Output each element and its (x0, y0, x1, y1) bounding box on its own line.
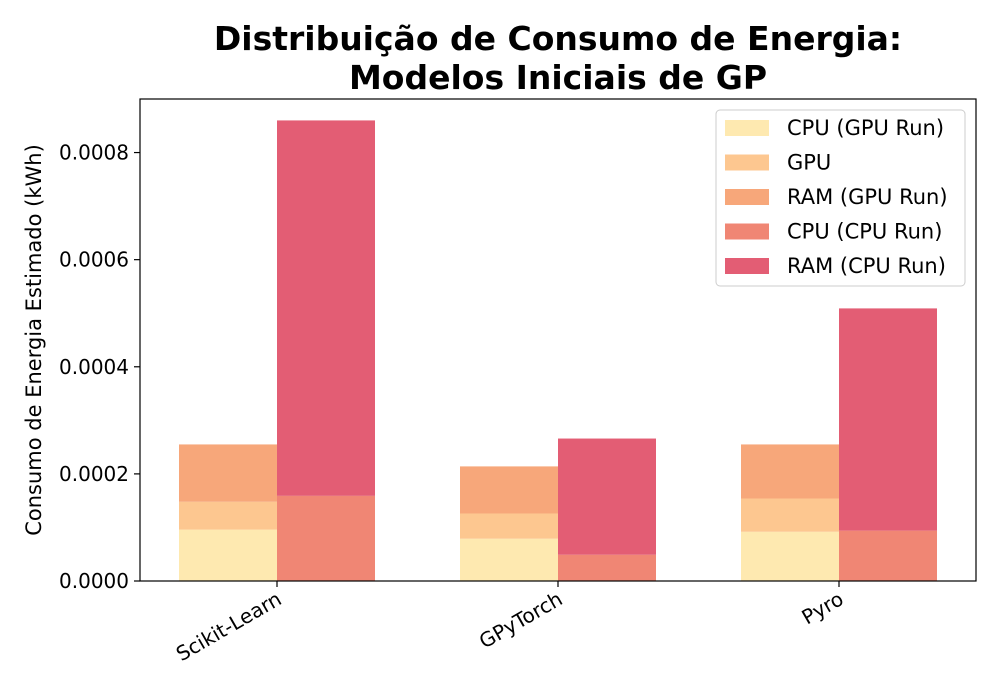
legend-frame (715, 109, 966, 287)
x-tick-label: Scikit-Learn (172, 587, 286, 666)
bar-ram-cpu-run-gpytorch (558, 438, 656, 555)
legend-label: RAM (CPU Run) (787, 254, 946, 278)
legend: CPU (GPU Run) GPU RAM (GPU Run) CPU (CPU Ru… (715, 109, 966, 287)
legend-label: RAM (GPU Run) (787, 185, 948, 209)
legend-swatch (725, 189, 769, 205)
y-tick-label: 0.0000 (59, 569, 129, 593)
x-ticks: Scikit-Learn GPyTorch Pyro (172, 581, 848, 666)
legend-label: CPU (CPU Run) (787, 220, 942, 244)
bar-cpu-cpu-run-pyro (839, 530, 937, 581)
y-ticks: 0.0000 0.0002 0.0004 0.0006 0.0008 (59, 141, 140, 593)
y-axis-label: Consumo de Energia Estimado (kWh) (22, 144, 46, 536)
bar-gpu-pyro (741, 498, 839, 532)
bar-gpu-gpytorch (460, 513, 558, 539)
bar-ram-gpu-run-gpytorch (460, 466, 558, 514)
bar-ram-cpu-run-scikit-learn (277, 120, 375, 496)
bar-ram-gpu-run-pyro (741, 444, 839, 499)
bar-cpu-gpu-run-pyro (741, 531, 839, 581)
y-tick-label: 0.0008 (59, 141, 129, 165)
legend-label: GPU (787, 151, 831, 175)
bars-group (179, 120, 937, 581)
legend-swatch (725, 223, 769, 240)
chart-title-line2: Modelos Iniciais de GP (349, 58, 767, 97)
bar-cpu-cpu-run-scikit-learn (277, 495, 375, 581)
bar-gpu-scikit-learn (179, 501, 277, 530)
legend-swatch (725, 120, 769, 136)
bar-cpu-gpu-run-gpytorch (460, 538, 558, 581)
bar-cpu-gpu-run-scikit-learn (179, 529, 277, 581)
chart-title-line1: Distribuição de Consumo de Energia: (214, 19, 902, 58)
bar-cpu-cpu-run-gpytorch (558, 554, 656, 581)
legend-swatch (725, 258, 769, 274)
legend-label: CPU (GPU Run) (787, 116, 944, 140)
x-tick-label: Pyro (797, 587, 847, 630)
x-tick-label: GPyTorch (475, 587, 567, 654)
y-tick-label: 0.0004 (59, 355, 129, 379)
y-tick-label: 0.0002 (59, 462, 129, 486)
legend-swatch (725, 154, 769, 171)
bar-ram-gpu-run-scikit-learn (179, 444, 277, 502)
y-tick-label: 0.0006 (59, 248, 129, 272)
bar-ram-cpu-run-pyro (839, 308, 937, 531)
